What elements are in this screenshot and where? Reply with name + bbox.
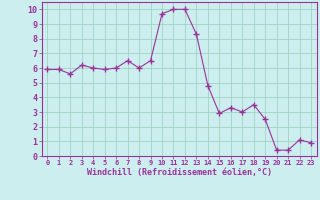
X-axis label: Windchill (Refroidissement éolien,°C): Windchill (Refroidissement éolien,°C) [87, 168, 272, 177]
